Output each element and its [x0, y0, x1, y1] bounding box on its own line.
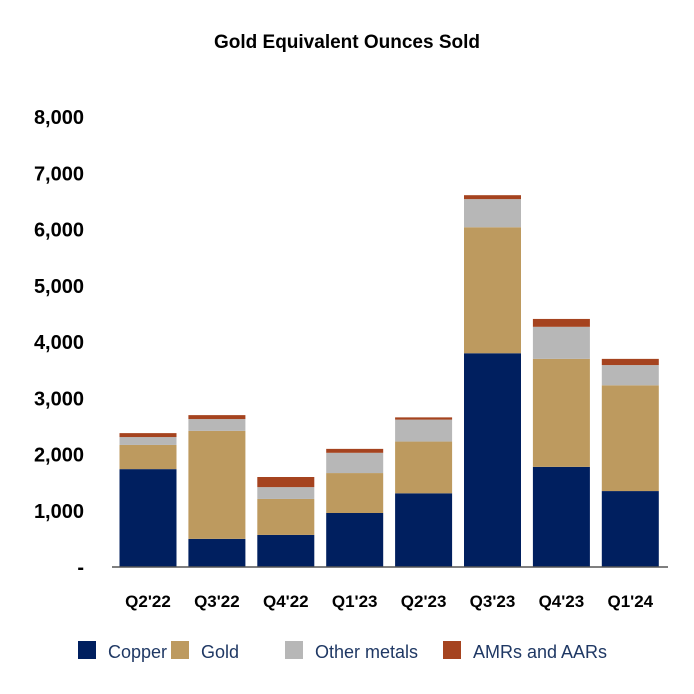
y-tick-label: 4,000 [34, 332, 84, 354]
bar-segment-copper [601, 491, 659, 567]
bar-segment-amrs-and-aars [532, 318, 590, 327]
bar-segment-amrs-and-aars [257, 477, 315, 488]
y-tick-label: - [77, 557, 84, 579]
y-tick-label: 5,000 [34, 276, 84, 298]
bar-segment-copper [119, 469, 177, 567]
legend-swatch [78, 641, 96, 659]
bar-segment-other-metals [601, 365, 659, 386]
bar-segment-copper [257, 534, 315, 567]
y-tick-label: 1,000 [34, 501, 84, 523]
bar-segment-amrs-and-aars [188, 415, 246, 420]
bar-segment-amrs-and-aars [395, 417, 453, 420]
bar-segment-gold [395, 441, 453, 494]
bar-segment-gold [601, 385, 659, 492]
x-axis: Q2'22 Q3'22 Q4'22 Q1'23 Q2'23 Q3'23 Q4'23 Q1'24 [125, 592, 653, 611]
bar-segment-other-metals [395, 419, 453, 442]
bar-segment-amrs-and-aars [326, 448, 384, 453]
legend-label: AMRs and AARs [473, 642, 607, 662]
legend-swatch [171, 641, 189, 659]
bar-segment-other-metals [326, 452, 384, 474]
x-tick-label: Q3'23 [470, 592, 516, 611]
bar-segment-copper [532, 466, 590, 567]
bar-segment-amrs-and-aars [119, 433, 177, 438]
bars [119, 195, 659, 567]
bar-segment-amrs-and-aars [464, 195, 521, 200]
legend-label: Gold [201, 642, 239, 662]
legend: Copper Gold Other metals AMRs and AARs [78, 641, 607, 662]
bar-segment-amrs-and-aars [601, 358, 659, 366]
bar-segment-gold [532, 358, 590, 467]
x-tick-label: Q4'23 [539, 592, 585, 611]
x-tick-label: Q1'23 [332, 592, 378, 611]
y-tick-label: 7,000 [34, 163, 84, 185]
y-tick-label: 6,000 [34, 220, 84, 242]
y-tick-label: 3,000 [34, 388, 84, 410]
bar-segment-other-metals [119, 437, 177, 445]
bar-segment-copper [464, 353, 521, 567]
chart-title: Gold Equivalent Ounces Sold [214, 32, 480, 53]
y-tick-label: 8,000 [34, 107, 84, 129]
bar-segment-copper [326, 513, 384, 567]
x-tick-label: Q3'22 [194, 592, 240, 611]
legend-label: Copper [108, 642, 167, 662]
legend-swatch [443, 641, 461, 659]
bar-segment-other-metals [464, 199, 521, 228]
x-tick-label: Q2'22 [125, 592, 171, 611]
bar-segment-gold [188, 430, 246, 539]
y-axis: - 1,000 2,000 3,000 4,000 5,000 6,000 7,000 8,00… [34, 107, 84, 579]
bar-segment-copper [395, 493, 453, 567]
x-tick-label: Q1'24 [607, 592, 653, 611]
bar-segment-gold [119, 444, 177, 470]
legend-label: Other metals [315, 642, 418, 662]
legend-swatch [285, 641, 303, 659]
bar-segment-other-metals [532, 326, 590, 359]
bar-segment-copper [188, 538, 246, 567]
bar-segment-gold [326, 473, 384, 513]
y-tick-label: 2,000 [34, 445, 84, 467]
x-tick-label: Q4'22 [263, 592, 309, 611]
bar-segment-gold [257, 498, 315, 535]
x-tick-label: Q2'23 [401, 592, 447, 611]
bar-segment-other-metals [188, 419, 246, 431]
bar-segment-other-metals [257, 487, 315, 499]
bar-segment-gold [464, 227, 521, 354]
